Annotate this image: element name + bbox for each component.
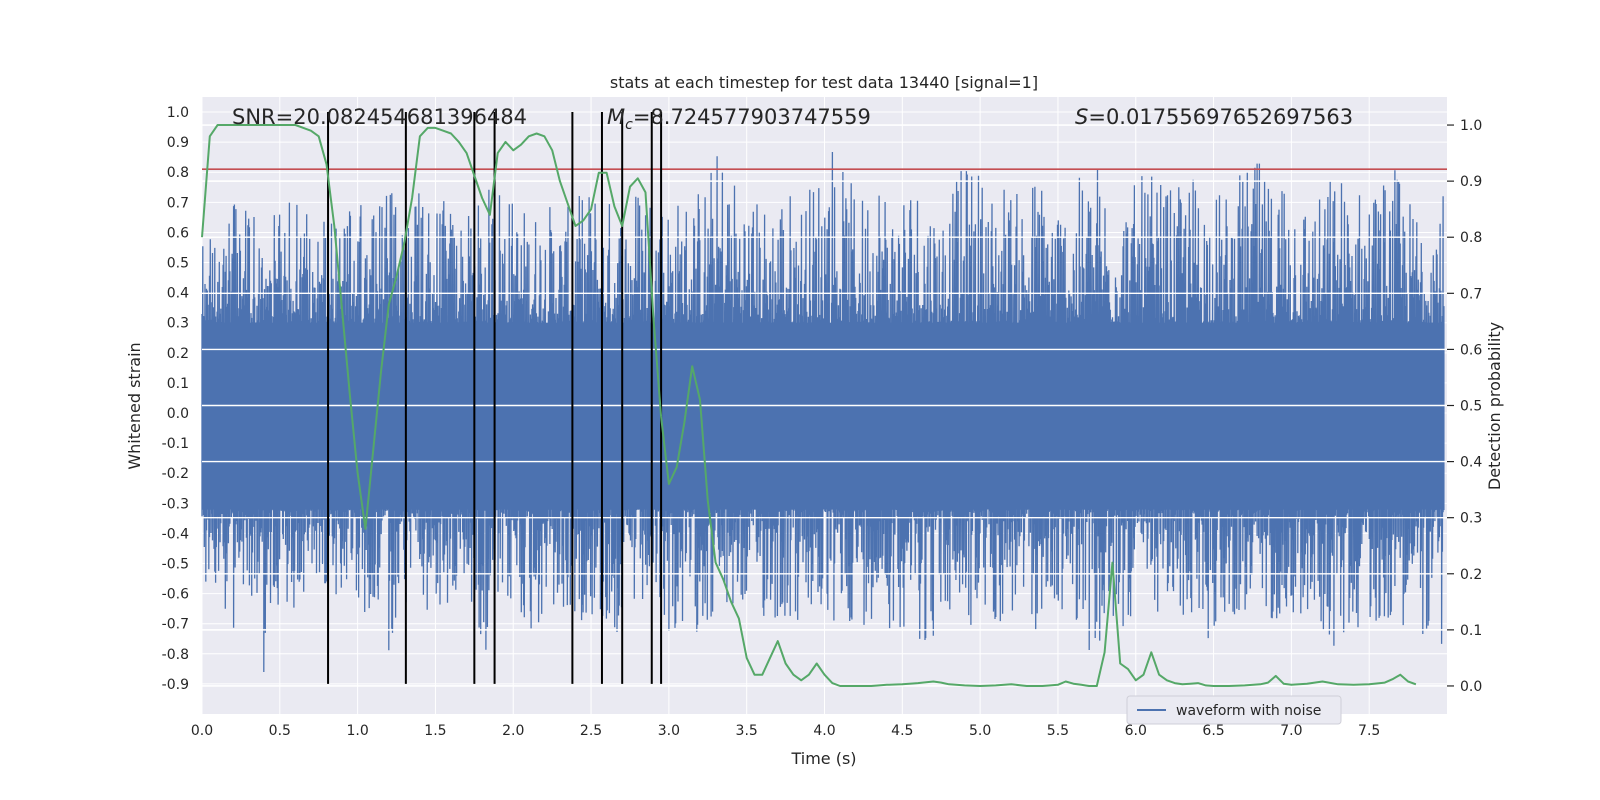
snr-annotation: SNR=20.082454681396484 <box>232 105 527 129</box>
y-tick-label: -0.4 <box>162 526 189 542</box>
x-axis-ticks: 0.0 0.5 1.0 1.5 2.0 2.5 3.0 3.5 4.0 4.5 5.0 5.5 6.0 6… <box>191 723 1380 739</box>
y-tick-label: -0.1 <box>162 436 189 452</box>
probability-line <box>201 124 1417 687</box>
probability-series <box>201 124 1417 687</box>
y-tick-label: -0.3 <box>162 496 189 512</box>
y-tick-label: 0.9 <box>167 135 189 151</box>
y-tick-label: 1.0 <box>167 105 189 121</box>
x-tick-label: 5.0 <box>969 723 991 739</box>
x-tick-label: 6.0 <box>1125 723 1147 739</box>
chart-title: stats at each timestep for test data 134… <box>610 73 1038 92</box>
y-tick-label: 0.2 <box>167 346 189 362</box>
x-tick-label: 7.0 <box>1280 723 1302 739</box>
x-tick-label: 2.5 <box>580 723 602 739</box>
y-axis-ticks: 1.0 0.9 0.8 0.7 0.6 0.5 0.4 0.3 0.2 0.1 0.0 -0.1 -0.… <box>162 105 189 693</box>
y-tick-label: 0.8 <box>167 165 189 181</box>
x-tick-label: 0.0 <box>191 723 213 739</box>
y2-axis-label: Detection probability <box>1485 322 1504 490</box>
mc-subscript: c <box>625 117 633 133</box>
y2-tick-label: 0.0 <box>1460 679 1482 695</box>
y2-tick-label: 0.1 <box>1460 623 1482 639</box>
y-tick-label: 0.0 <box>167 406 189 422</box>
x-tick-label: 4.0 <box>813 723 835 739</box>
waveform-series <box>201 124 1447 687</box>
y-tick-label: 0.6 <box>167 225 189 241</box>
x-tick-label: 1.0 <box>346 723 368 739</box>
y-tick-label: 0.3 <box>167 316 189 332</box>
x-tick-label: 3.5 <box>736 723 758 739</box>
x-tick-label: 0.5 <box>269 723 291 739</box>
y-tick-label: -0.7 <box>162 617 189 633</box>
y2-tick-label: 0.5 <box>1460 399 1482 415</box>
x-tick-label: 4.5 <box>891 723 913 739</box>
mc-value: =8.724577903747559 <box>633 105 871 129</box>
waveform-band <box>202 322 1444 510</box>
y-tick-label: 0.4 <box>167 286 189 302</box>
y2-tick-label: 0.6 <box>1460 342 1482 358</box>
y-axis-label: Whitened strain <box>125 342 144 469</box>
y2-tick-label: 0.3 <box>1460 511 1482 527</box>
x-axis-label: Time (s) <box>790 749 856 768</box>
s-value: =0.01755697652697563 <box>1088 105 1353 129</box>
y-tick-label: -0.6 <box>162 587 189 603</box>
legend-label: waveform with noise <box>1176 703 1321 719</box>
y-tick-label: -0.2 <box>162 466 189 482</box>
y2-tick-label: 0.8 <box>1460 230 1482 246</box>
y2-tick-label: 0.7 <box>1460 286 1482 302</box>
y-tick-label: 0.5 <box>167 256 189 272</box>
x-tick-label: 3.0 <box>658 723 680 739</box>
y2-tick-label: 0.4 <box>1460 455 1482 471</box>
x-tick-label: 1.5 <box>424 723 446 739</box>
s-annotation: S=0.01755697652697563 <box>1075 105 1353 129</box>
y2-tick-label: 0.9 <box>1460 174 1482 190</box>
x-tick-label: 6.5 <box>1202 723 1224 739</box>
x-tick-label: 7.5 <box>1358 723 1380 739</box>
legend: waveform with noise <box>1126 695 1342 725</box>
s-symbol: S <box>1075 105 1088 129</box>
chirp-mass-annotation: Mc=8.724577903747559 <box>607 105 871 133</box>
y2-tick-label: 1.0 <box>1460 118 1482 134</box>
y-tick-label: -0.5 <box>162 557 189 573</box>
y-tick-label: -0.8 <box>162 647 189 663</box>
y2-tick-label: 0.2 <box>1460 567 1482 583</box>
x-tick-label: 5.5 <box>1047 723 1069 739</box>
y-tick-label: 0.7 <box>167 195 189 211</box>
event-lines <box>327 112 663 684</box>
y-tick-label: -0.9 <box>162 677 189 693</box>
y2-axis-ticks: 1.0 0.9 0.8 0.7 0.6 0.5 0.4 0.3 0.2 0.1 0.0 <box>1447 118 1482 695</box>
mc-symbol: M <box>607 105 625 129</box>
x-tick-label: 2.0 <box>502 723 524 739</box>
y-tick-label: 0.1 <box>167 376 189 392</box>
legend-box <box>1126 695 1342 725</box>
